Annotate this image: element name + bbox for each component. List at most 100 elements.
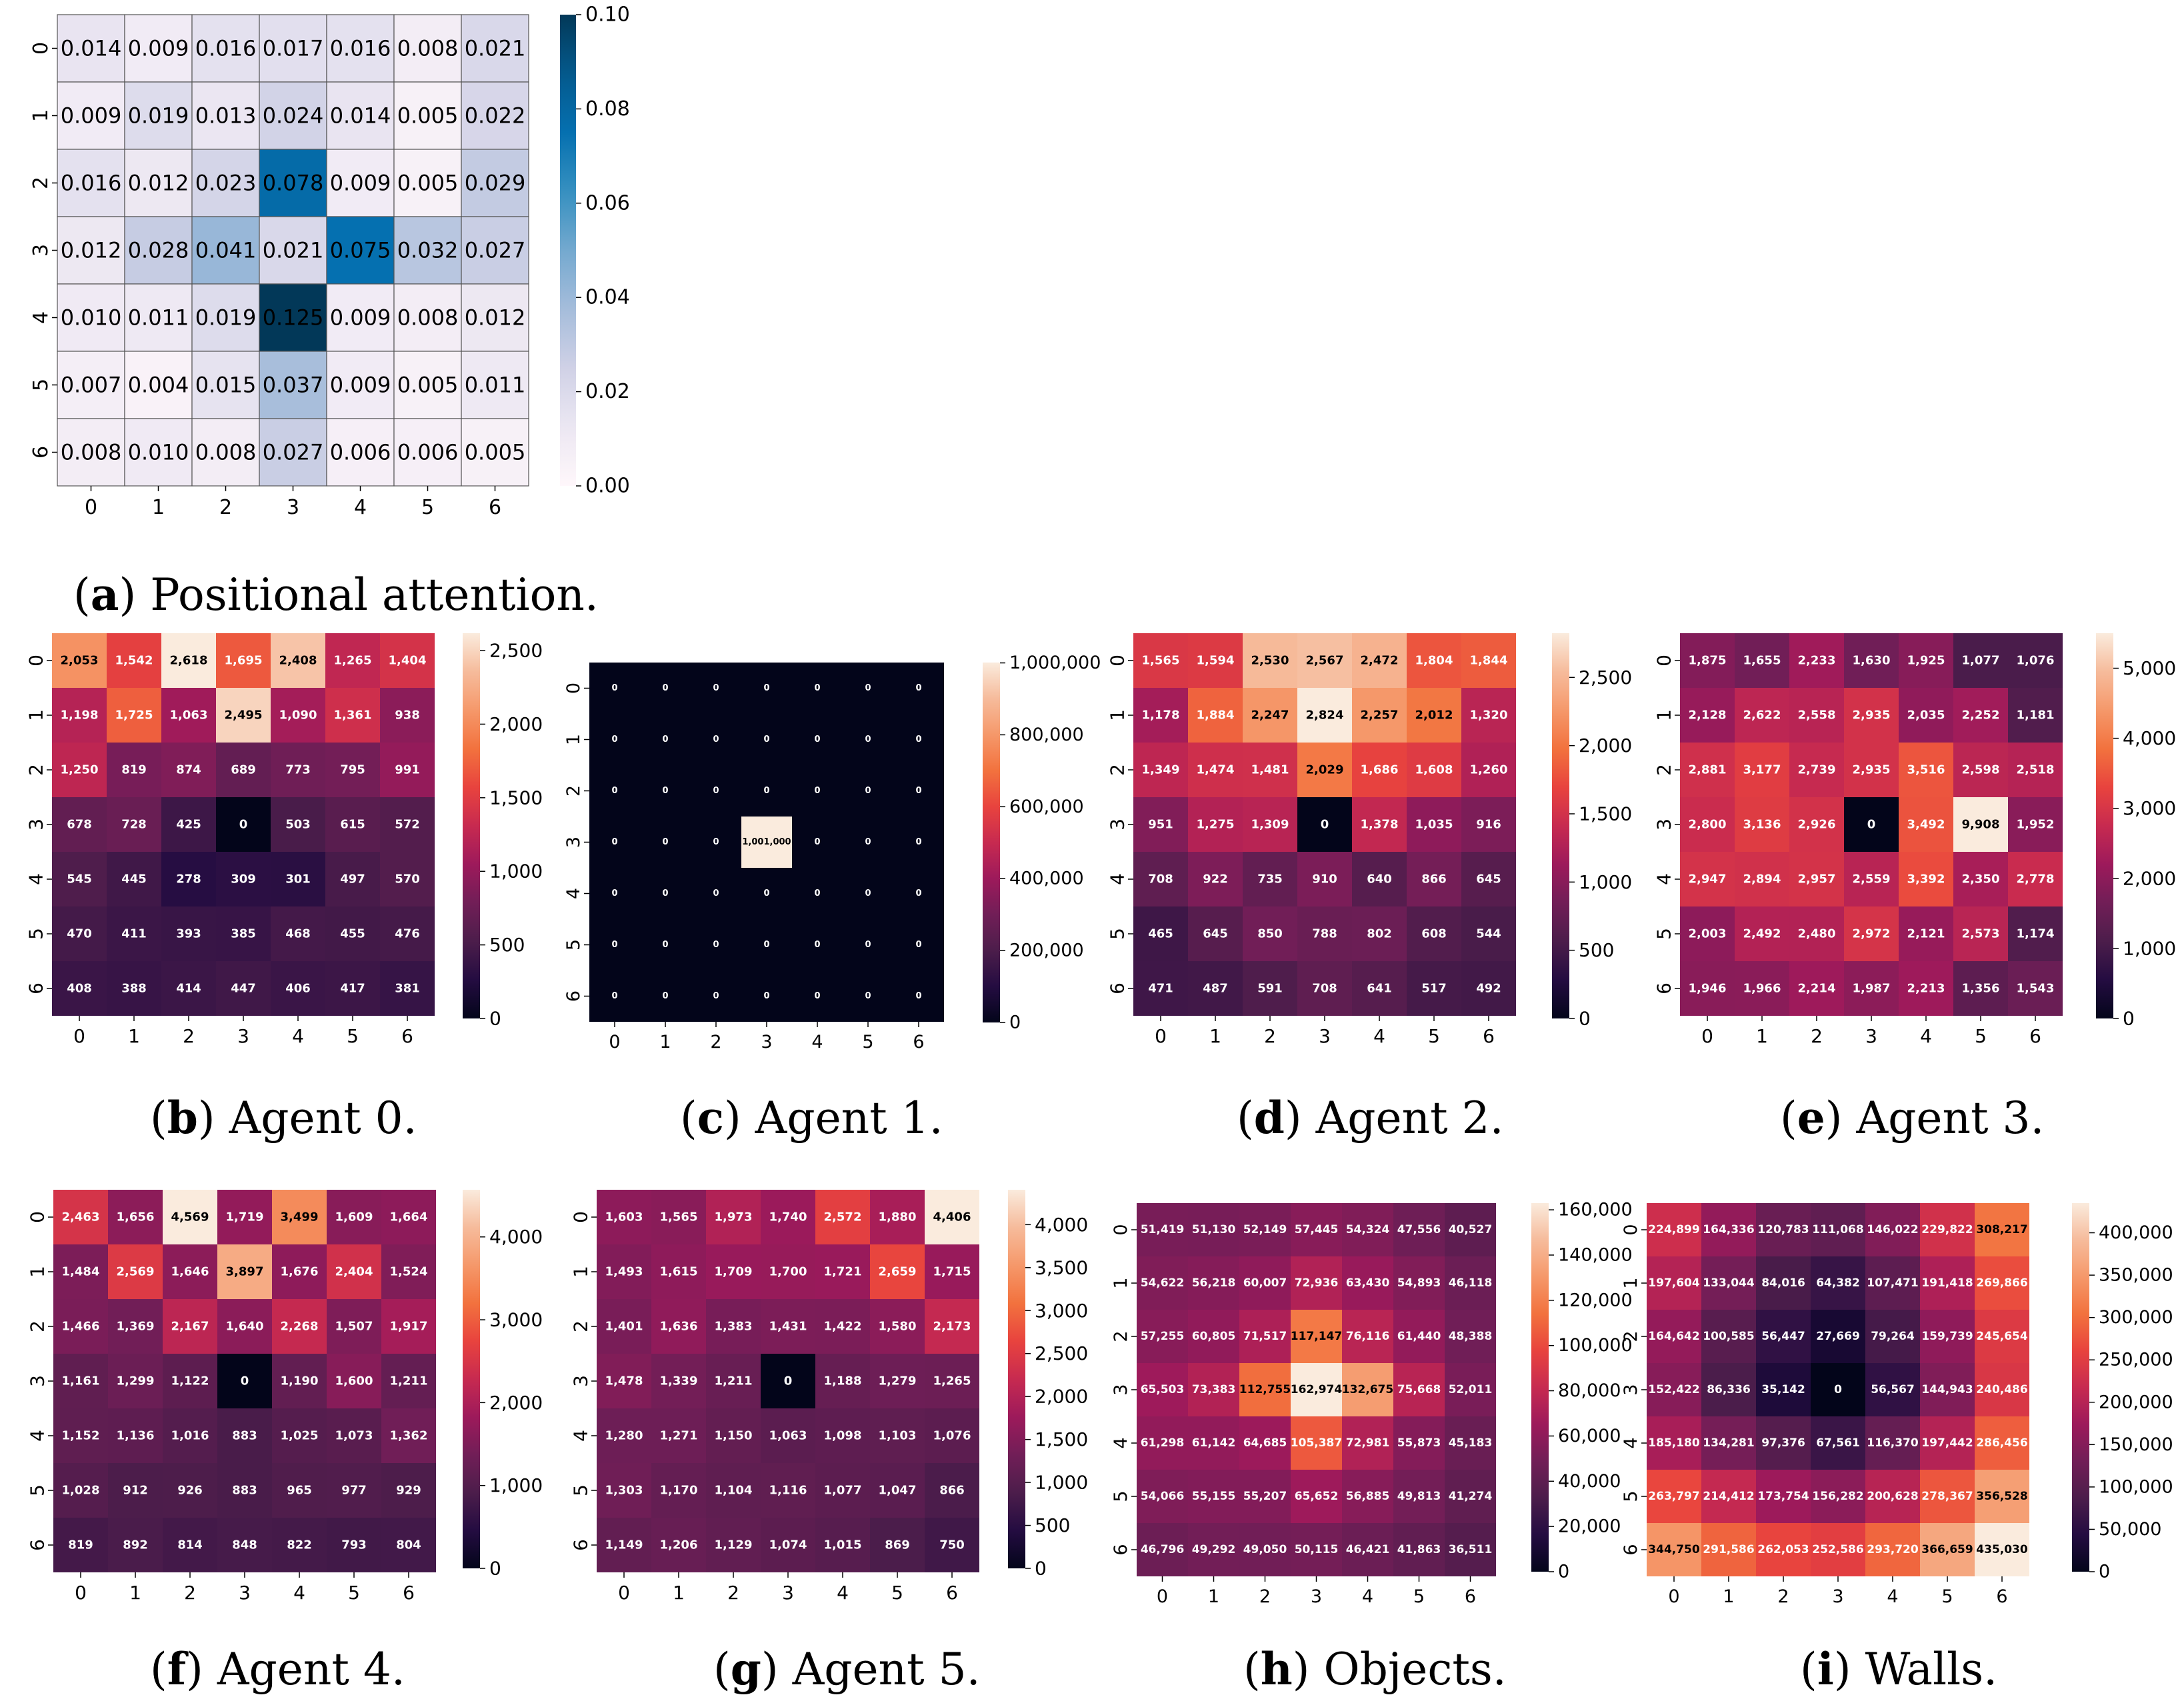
colorbar-tick-label: 0: [2123, 1008, 2135, 1030]
colorbar-tick-label: 0.04: [585, 286, 630, 309]
heatmap-a-value-label: 0.009: [128, 36, 189, 61]
heatmap-e-value-label: 2,213: [1907, 982, 1945, 996]
heatmap-a: 0.014 0.009 0.016 0.017 0.016 0.008 0.0210.009…: [29, 3, 630, 621]
heatmap-c-cell-r6-c0: [589, 970, 640, 1022]
heatmap-i-cell-r4-c6: [1975, 1416, 2029, 1470]
heatmap-i-cell-r0-c4: [1865, 1203, 1920, 1256]
x-tick-label: 4: [1362, 1586, 1373, 1607]
heatmap-d-value-label: 1,178: [1142, 709, 1180, 723]
heatmap-h-cell-r0-c3: [1291, 1203, 1342, 1256]
caption-paren-close: ): [1825, 1092, 1857, 1144]
heatmap-f-value-label: 3,897: [226, 1265, 264, 1279]
heatmap-f-value-label: 848: [232, 1538, 257, 1552]
heatmap-c-cell-r0-c5: [843, 663, 893, 714]
heatmap-b-value-label: 411: [121, 927, 147, 941]
heatmap-e-value-label: 2,935: [1853, 763, 1891, 777]
heatmap-g-cell-r5-c1: [651, 1463, 706, 1518]
caption-text: Agent 3.: [1855, 1092, 2044, 1144]
caption-paren-open: (: [1780, 1092, 1797, 1144]
heatmap-e-value-label: 2,252: [1962, 709, 2000, 723]
heatmap-g-cell-r4-c3: [761, 1408, 815, 1463]
heatmap-e-cell-r1-c0: [1680, 688, 1735, 743]
heatmap-d-value-label: 1,378: [1361, 818, 1399, 832]
heatmap-g-cell-r1-c4: [815, 1244, 870, 1299]
heatmap-a-cell-r2-c6: [461, 149, 529, 217]
heatmap-e-value-label: 2,480: [1798, 927, 1836, 941]
heatmap-a-value-label: 0.014: [330, 103, 391, 129]
heatmap-g-value-label: 1,211: [715, 1374, 753, 1388]
heatmap-d-value-label: 1,349: [1142, 763, 1180, 777]
heatmap-e-cell-r5-c6: [2008, 906, 2063, 961]
heatmap-g-value-label: 1,721: [824, 1265, 862, 1279]
heatmap-d-cell-r1-c1: [1188, 688, 1243, 743]
caption-letter: i: [1817, 1643, 1834, 1695]
heatmap-c-cell-r6-c3: [741, 970, 792, 1022]
heatmap-e-cell-r5-c5: [1953, 906, 2008, 961]
heatmap-e-value-label: 3,136: [1743, 818, 1781, 832]
heatmap-c-value-label: 0: [713, 888, 719, 898]
heatmap-e-cell-r2-c1: [1735, 743, 1789, 797]
colorbar-tick-label: 3,000: [2123, 797, 2176, 819]
heatmap-f-value-label: 1,676: [281, 1265, 319, 1279]
heatmap-h-value-label: 61,298: [1141, 1436, 1185, 1450]
heatmap-g-value-label: 1,074: [769, 1538, 807, 1552]
x-tick-label: 0: [618, 1582, 630, 1604]
caption-letter: e: [1797, 1092, 1825, 1144]
heatmap-d-cell-r1-c4: [1352, 688, 1407, 743]
heatmap-d-value-label: 708: [1148, 872, 1173, 886]
x-tick-label: 0: [75, 1582, 87, 1604]
heatmap-g-cell-r0-c5: [870, 1190, 925, 1244]
colorbar-tick-label: 4,000: [1035, 1214, 1088, 1236]
heatmap-h-cell-r3-c0: [1137, 1363, 1188, 1416]
heatmap-d-cell-r4-c4: [1352, 852, 1407, 906]
heatmap-a-value-label: 0.019: [128, 103, 189, 129]
y-tick-label: 1: [27, 1266, 49, 1278]
heatmap-c-value-label: 0: [662, 991, 668, 1001]
heatmap-f-cell-r2-c4: [272, 1299, 327, 1354]
heatmap-b-cell-r5-c2: [161, 906, 216, 961]
colorbar-tick-label: 2,500: [489, 640, 543, 662]
heatmap-g-cell-r2-c2: [706, 1299, 761, 1354]
y-tick-label: 4: [29, 311, 53, 324]
heatmap-g-value-label: 1,265: [933, 1374, 971, 1388]
heatmap-c-cell-r0-c0: [589, 663, 640, 714]
heatmap-f-cell-r5-c2: [163, 1463, 217, 1518]
heatmap-b-value-label: 1,250: [61, 763, 99, 777]
heatmap-d-cell-r2-c3: [1297, 743, 1352, 797]
heatmap-g-cell-r1-c1: [651, 1244, 706, 1299]
heatmap-e-value-label: 2,800: [1689, 818, 1727, 832]
heatmap-c-cell-r5-c0: [589, 919, 640, 970]
heatmap-i-cell-r6-c0: [1647, 1523, 1701, 1576]
heatmap-g-cell-r6-c2: [706, 1518, 761, 1572]
heatmap-c-cell-r0-c2: [691, 663, 741, 714]
colorbar-tick-label: 350,000: [2099, 1265, 2173, 1286]
heatmap-h-cell-r1-c2: [1239, 1256, 1291, 1310]
heatmap-g-value-label: 1,709: [715, 1265, 753, 1279]
heatmap-e-cell-r6-c1: [1735, 961, 1789, 1016]
heatmap-h-cell-r4-c6: [1445, 1416, 1496, 1470]
heatmap-d-value-label: 2,472: [1361, 654, 1399, 668]
heatmap-i-value-label: 120,783: [1757, 1223, 1809, 1236]
colorbar-tick-label: 1,000: [1035, 1472, 1088, 1494]
heatmap-i-cell-r1-c1: [1701, 1256, 1756, 1310]
heatmap-a-cell-r2-c2: [191, 149, 260, 217]
heatmap-b-cell-r6-c4: [271, 961, 325, 1016]
heatmap-i-value-label: 366,659: [1921, 1543, 1973, 1556]
heatmap-c-cell-r5-c2: [691, 919, 741, 970]
heatmap-d-cell-r4-c1: [1188, 852, 1243, 906]
heatmap-c-value-label: 0: [713, 837, 719, 847]
heatmap-b-value-label: 0: [239, 818, 248, 832]
heatmap-i-value-label: 159,739: [1921, 1330, 1973, 1343]
heatmap-i-value-label: 214,412: [1703, 1490, 1754, 1503]
heatmap-h-value-label: 55,155: [1192, 1490, 1236, 1503]
heatmap-i-cell-r4-c3: [1811, 1416, 1865, 1470]
y-tick-label: 0: [1621, 1224, 1641, 1235]
heatmap-i-cell-r0-c2: [1756, 1203, 1811, 1256]
heatmap-h-cell-r4-c3: [1291, 1416, 1342, 1470]
heatmap-b-value-label: 938: [395, 709, 420, 723]
heatmap-c-cell-r4-c0: [589, 868, 640, 919]
heatmap-b-cell-r3-c0: [52, 797, 107, 852]
heatmap-e-cell-r0-c2: [1789, 633, 1844, 688]
heatmap-d-value-label: 850: [1257, 927, 1283, 941]
heatmap-d-cell-r6-c1: [1188, 961, 1243, 1016]
